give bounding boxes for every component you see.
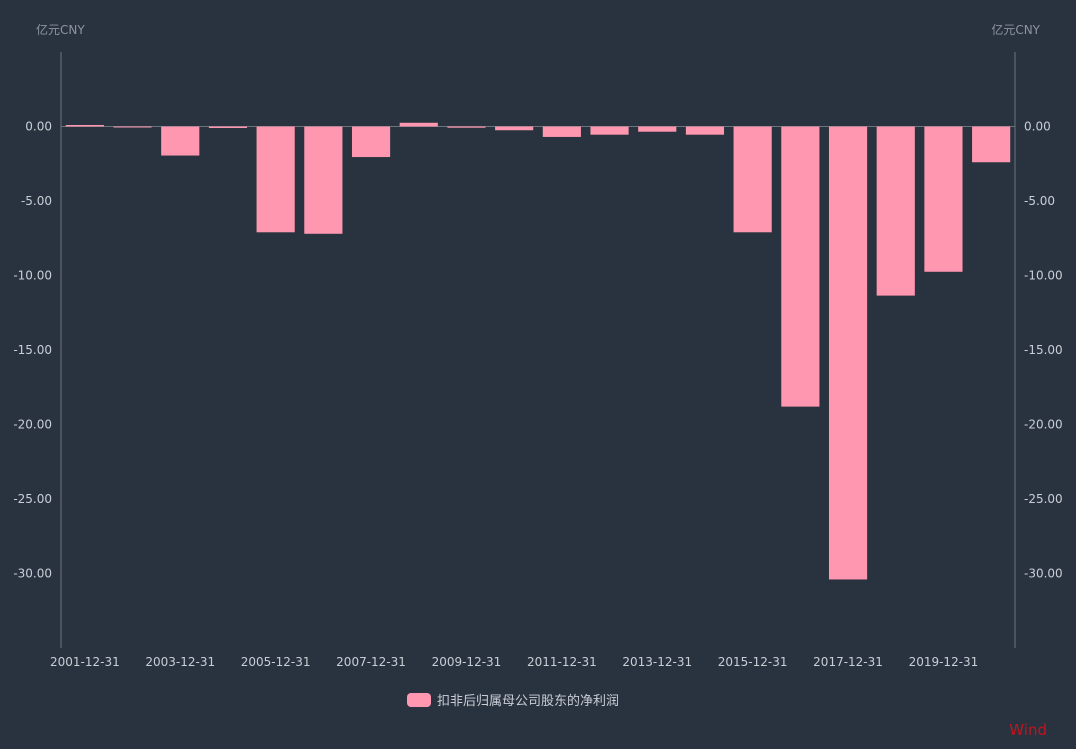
x-tick-label: 2009-12-31 (432, 655, 502, 669)
left-axis-unit-label: 亿元CNY (36, 22, 85, 37)
x-tick-label: 2005-12-31 (241, 655, 311, 669)
x-tick-label: 2001-12-31 (50, 655, 120, 669)
bar[interactable] (399, 122, 438, 127)
x-tick-label: 2017-12-31 (813, 655, 883, 669)
chart-bars (65, 122, 1011, 580)
legend-label: 扣非后归属母公司股东的净利润 (437, 693, 619, 709)
left-y-axis-ticks: 0.00 -5.00 -10.00 -15.00 -20.00 -25.00 -30.00 (13, 120, 52, 581)
bar[interactable] (733, 126, 772, 233)
right-axis-unit-label: 亿元CNY (991, 22, 1040, 37)
bar[interactable] (256, 126, 295, 233)
x-axis-ticks: 2001-12-31 2003-12-31 2005-12-31 2007-12-31… (50, 655, 978, 669)
right-y-tick-label: -10.00 (1024, 269, 1063, 283)
bar[interactable] (828, 126, 868, 580)
bar[interactable] (638, 126, 677, 132)
x-tick-label: 2011-12-31 (527, 655, 597, 669)
bar[interactable] (590, 126, 629, 135)
left-y-tick-label: -10.00 (13, 269, 52, 283)
bar[interactable] (876, 126, 915, 296)
legend-swatch (407, 693, 431, 707)
x-tick-label: 2015-12-31 (718, 655, 788, 669)
wind-watermark: Wind (1009, 721, 1047, 739)
right-y-tick-label: -20.00 (1024, 418, 1063, 432)
bar[interactable] (781, 126, 820, 407)
chart-legend[interactable]: 扣非后归属母公司股东的净利润 (407, 693, 619, 709)
bar[interactable] (161, 126, 200, 156)
bar[interactable] (304, 126, 343, 234)
bar[interactable] (208, 126, 248, 128)
right-y-tick-label: -15.00 (1024, 343, 1063, 357)
chart-axes (60, 52, 1016, 648)
left-y-tick-label: -30.00 (13, 567, 52, 581)
bar[interactable] (65, 125, 104, 127)
bar[interactable] (685, 126, 725, 135)
left-y-tick-label: -25.00 (13, 492, 52, 506)
bar[interactable] (351, 126, 391, 158)
x-tick-label: 2013-12-31 (622, 655, 692, 669)
x-tick-label: 2007-12-31 (336, 655, 406, 669)
bar[interactable] (972, 126, 1011, 163)
x-tick-label: 2003-12-31 (145, 655, 215, 669)
left-y-tick-label: -20.00 (13, 418, 52, 432)
bar[interactable] (447, 126, 486, 128)
bar[interactable] (113, 126, 152, 128)
bar[interactable] (542, 126, 581, 137)
right-y-tick-label: -30.00 (1024, 567, 1063, 581)
x-tick-label: 2019-12-31 (909, 655, 979, 669)
right-y-tick-label: -25.00 (1024, 492, 1063, 506)
bar[interactable] (924, 126, 963, 272)
right-y-tick-label: -5.00 (1024, 194, 1055, 208)
left-y-tick-label: -5.00 (21, 194, 52, 208)
right-y-axis-ticks: 0.00 -5.00 -10.00 -15.00 -20.00 -25.00 -30.00 (1024, 120, 1063, 581)
left-y-tick-label: 0.00 (25, 120, 52, 134)
right-y-tick-label: 0.00 (1024, 120, 1051, 134)
bar[interactable] (495, 126, 534, 131)
left-y-tick-label: -15.00 (13, 343, 52, 357)
